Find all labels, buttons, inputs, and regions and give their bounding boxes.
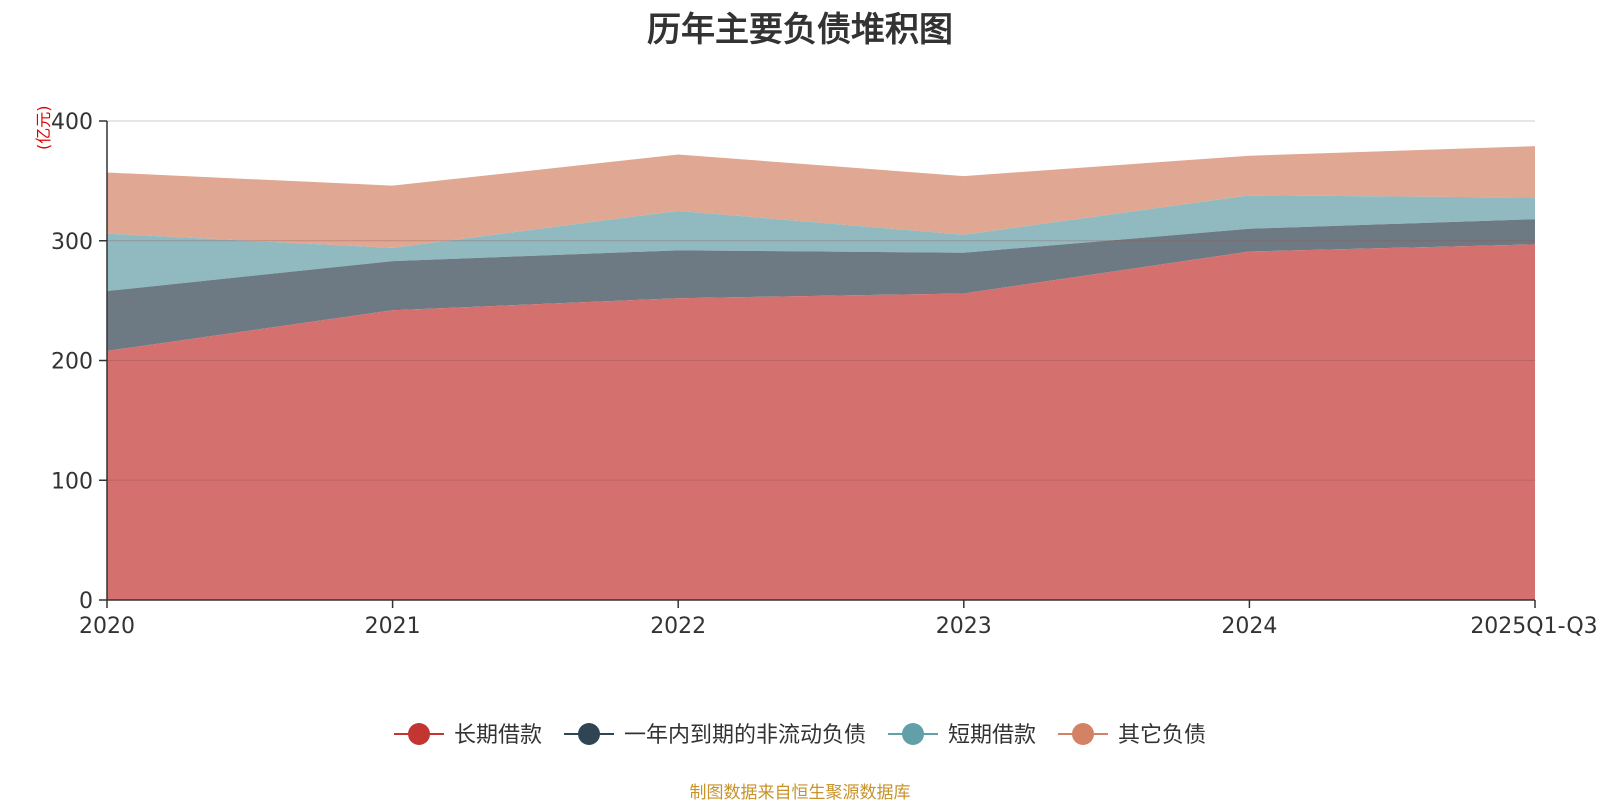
legend-label: 长期借款: [454, 723, 542, 748]
axes-layer: 0 100 200 300 400 2020 2021 2022 2023 2024 2025Q1-…: [51, 110, 1598, 639]
legend-label: 其它负债: [1118, 723, 1206, 748]
area-layer: [107, 146, 1535, 600]
y-tick-label: 100: [51, 469, 93, 494]
legend-item-0: 长期借款: [394, 723, 542, 748]
legend-item-1: 一年内到期的非流动负债: [564, 723, 866, 748]
legend: 长期借款 一年内到期的非流动负债 短期借款 其它负债: [394, 723, 1206, 748]
y-tick-label: 200: [51, 350, 93, 375]
legend-marker: [578, 723, 600, 745]
chart-title: 历年主要负债堆积图: [647, 10, 953, 50]
x-tick-label: 2025Q1-Q3: [1470, 614, 1597, 639]
legend-marker: [408, 723, 430, 745]
y-tick-label: 0: [79, 589, 93, 614]
legend-marker: [1072, 723, 1094, 745]
legend-item-3: 其它负债: [1058, 723, 1206, 748]
y-tick-label: 400: [51, 110, 93, 135]
x-tick-label: 2022: [650, 614, 706, 639]
data-source-note: 制图数据来自恒生聚源数据库: [689, 783, 911, 803]
y-tick-label: 300: [51, 230, 93, 255]
legend-label: 短期借款: [948, 723, 1036, 748]
area-series-1: [107, 219, 1535, 351]
legend-label: 一年内到期的非流动负债: [624, 723, 866, 748]
x-tick-label: 2021: [365, 614, 421, 639]
x-tick-label: 2024: [1221, 614, 1277, 639]
x-tick-label: 2023: [936, 614, 992, 639]
area-series-3: [107, 146, 1535, 248]
area-series-0: [107, 244, 1535, 600]
grid-layer: [107, 120, 1535, 481]
legend-item-2: 短期借款: [888, 723, 1036, 748]
legend-marker: [902, 723, 924, 745]
area-series-2: [107, 195, 1535, 292]
x-tick-label: 2020: [79, 614, 135, 639]
